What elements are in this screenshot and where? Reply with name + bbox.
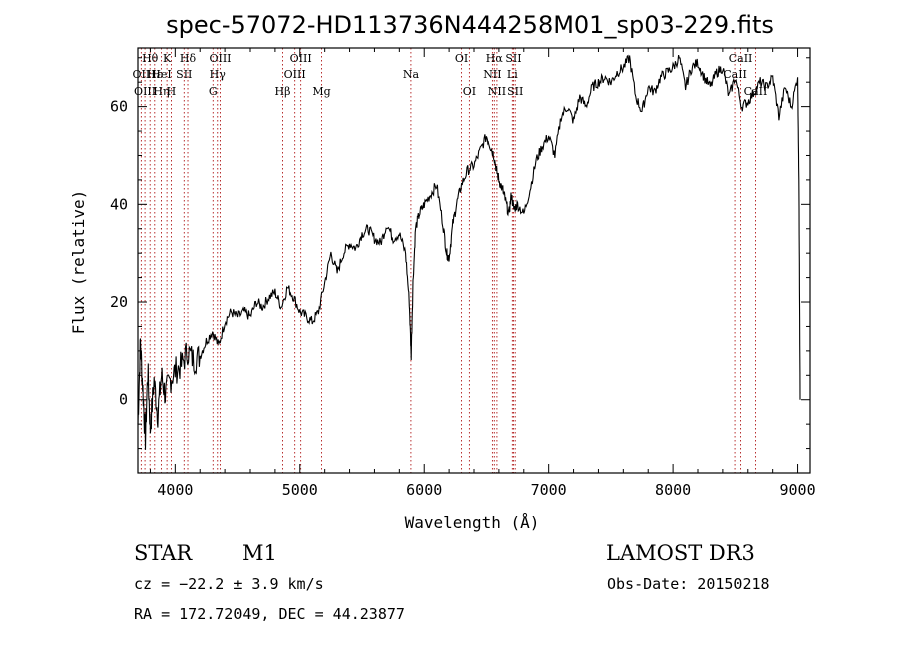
marker-label: OII <box>133 68 151 81</box>
marker-label: OIII <box>209 52 231 65</box>
marker-label: G <box>209 85 218 98</box>
marker-label: Hγ <box>210 68 227 81</box>
marker-label: H <box>167 85 177 98</box>
marker-label: Mg <box>312 85 330 98</box>
marker-label: CaII <box>744 85 768 98</box>
marker-label: Hε <box>147 68 163 81</box>
object-class: STAR <box>134 541 193 565</box>
marker-label: HeI <box>151 68 171 81</box>
marker-label: SII <box>176 68 192 81</box>
y-tick-label: 40 <box>110 195 128 213</box>
line-markers <box>140 48 756 473</box>
marker-label: CaII <box>729 52 753 65</box>
survey-name: LAMOST DR3 <box>606 541 755 565</box>
marker-label: Hθ <box>142 52 159 65</box>
x-axis-label: Wavelength (Å) <box>405 513 540 532</box>
subclass: M1 <box>242 541 277 565</box>
marker-label: NII <box>488 85 506 98</box>
marker-label: NII <box>483 68 501 81</box>
obs-date: Obs-Date: 20150218 <box>607 575 770 593</box>
y-tick-label: 60 <box>110 98 128 116</box>
marker-label: Li <box>507 68 518 81</box>
marker-label: K <box>163 52 172 65</box>
x-tick-label: 6000 <box>406 481 442 499</box>
marker-label: SII <box>505 52 521 65</box>
coordinates: RA = 172.72049, DEC = 44.23877 <box>134 605 405 623</box>
redshift-value: cz = −22.2 ± 3.9 km/s <box>134 575 324 593</box>
axis-ticks: 4000 5000 6000 7000 8000 9000 0 20 40 60 <box>110 48 816 499</box>
chart-title: spec-57072-HD113736N444258M01_sp03-229.f… <box>166 11 774 39</box>
marker-label: Hδ <box>180 52 197 65</box>
y-tick-label: 0 <box>119 391 128 409</box>
marker-label: SII <box>507 85 523 98</box>
marker-label: OI <box>463 85 476 98</box>
x-tick-label: 4000 <box>157 481 193 499</box>
marker-label: OIII <box>290 52 312 65</box>
marker-label: Hα <box>486 52 504 65</box>
x-tick-label: 5000 <box>282 481 318 499</box>
marker-label: CaII <box>723 68 747 81</box>
marker-label: OI <box>455 52 468 65</box>
marker-label: Hβ <box>275 85 291 98</box>
x-tick-label: 7000 <box>531 481 567 499</box>
y-tick-label: 20 <box>110 293 128 311</box>
marker-label: Hη <box>153 85 169 98</box>
x-tick-label: 8000 <box>655 481 691 499</box>
marker-labels: Hθ OII OIII HεK Hη HeI H Hδ SII OIII Hγ G Hβ OIII OIII… <box>133 52 768 98</box>
marker-label: Na <box>403 68 420 81</box>
y-axis-label: Flux (relative) <box>69 190 88 335</box>
spectrum-line <box>137 54 801 450</box>
plot-frame <box>137 47 811 474</box>
x-tick-label: 9000 <box>779 481 815 499</box>
marker-label: OIII <box>134 85 156 98</box>
marker-label: OIII <box>284 68 306 81</box>
